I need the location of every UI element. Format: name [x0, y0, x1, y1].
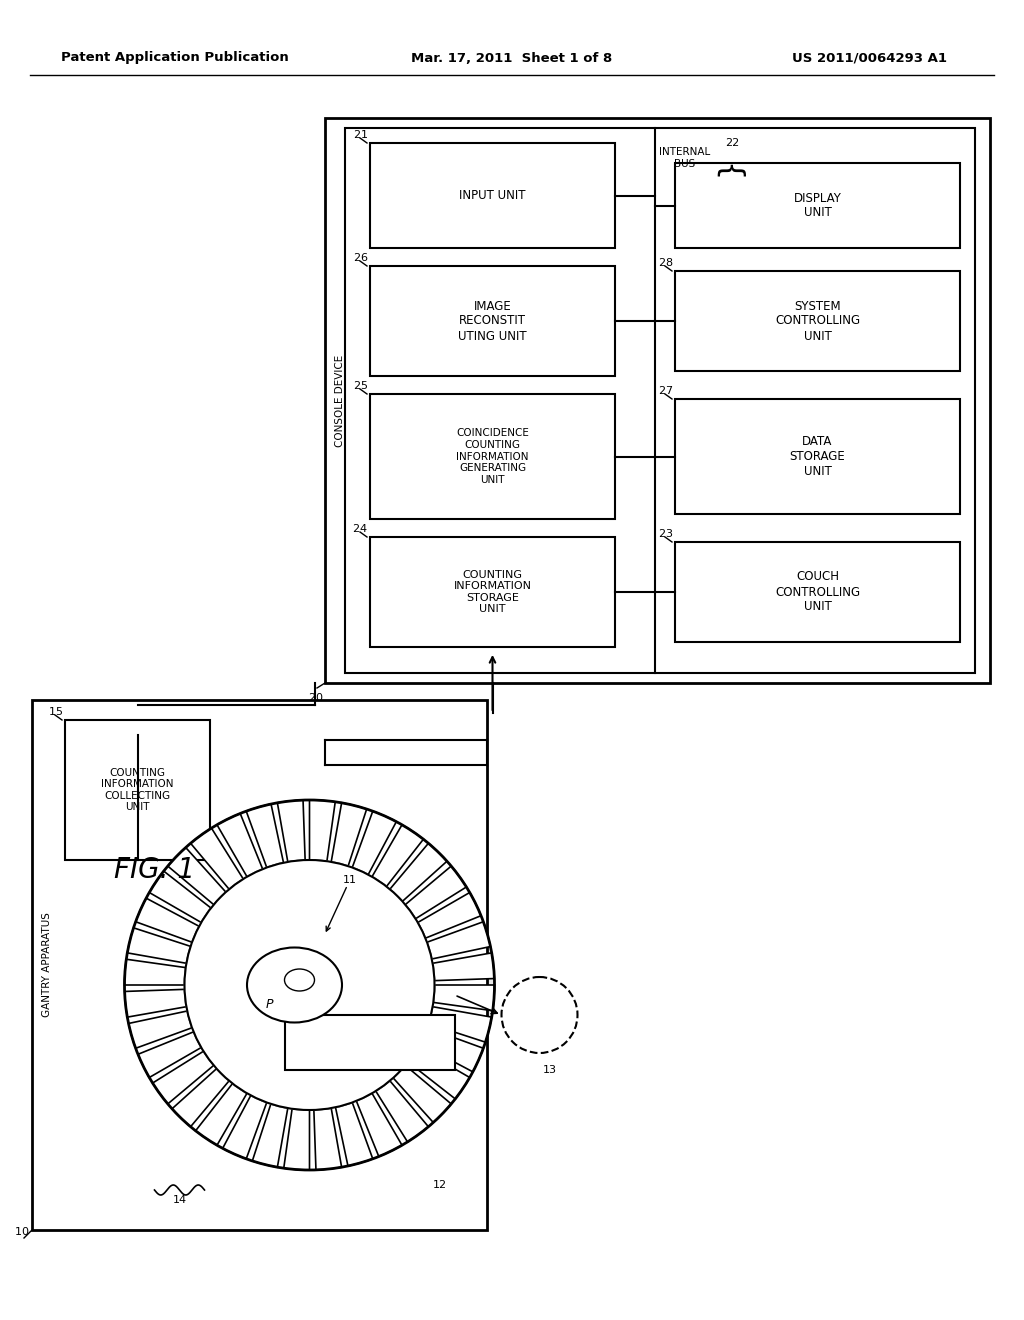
Text: 11: 11 [342, 875, 356, 884]
Wedge shape [393, 1065, 452, 1122]
Wedge shape [427, 921, 490, 960]
Text: CONSOLE DEVICE: CONSOLE DEVICE [335, 354, 345, 446]
Wedge shape [127, 928, 190, 964]
Wedge shape [356, 1093, 402, 1156]
Text: INPUT UNIT: INPUT UNIT [459, 189, 525, 202]
Text: $\mathit{23}$: $\mathit{23}$ [657, 527, 673, 539]
Bar [65, 719, 210, 861]
Text: $\mathit{20}$: $\mathit{20}$ [307, 690, 323, 704]
Text: INTERNAL
BUS: INTERNAL BUS [659, 148, 711, 169]
Wedge shape [418, 892, 481, 939]
Text: DISPLAY
UNIT: DISPLAY UNIT [794, 191, 842, 219]
Wedge shape [372, 825, 423, 887]
Wedge shape [138, 1032, 202, 1077]
Text: 12: 12 [432, 1180, 446, 1191]
Text: 14: 14 [172, 1195, 186, 1205]
Wedge shape [432, 953, 495, 981]
Text: $\mathit{15}$: $\mathit{15}$ [48, 705, 63, 717]
Text: IMAGE
RECONSTIT
UTING UNIT: IMAGE RECONSTIT UTING UNIT [458, 300, 526, 342]
Wedge shape [433, 985, 495, 1011]
Wedge shape [190, 828, 244, 890]
Wedge shape [376, 1081, 428, 1142]
Wedge shape [420, 1028, 483, 1072]
Wedge shape [284, 1109, 309, 1170]
Text: DATA
STORAGE
UNIT: DATA STORAGE UNIT [790, 436, 846, 478]
Wedge shape [222, 1096, 266, 1159]
Bar [675, 399, 961, 513]
Text: COUNTING
INFORMATION
STORAGE
UNIT: COUNTING INFORMATION STORAGE UNIT [454, 570, 531, 614]
Wedge shape [331, 803, 367, 866]
Text: $\mathit{28}$: $\mathit{28}$ [657, 256, 673, 268]
Text: Mar. 17, 2011  Sheet 1 of 8: Mar. 17, 2011 Sheet 1 of 8 [412, 51, 612, 65]
Bar [675, 271, 961, 371]
Circle shape [184, 861, 434, 1110]
Wedge shape [125, 990, 186, 1018]
Text: {: { [713, 164, 742, 182]
Bar [285, 1015, 455, 1071]
Text: COINCIDENCE
COUNTING
INFORMATION
GENERATING
UNIT: COINCIDENCE COUNTING INFORMATION GENERAT… [456, 428, 529, 484]
Text: $\mathit{25}$: $\mathit{25}$ [353, 379, 368, 391]
Wedge shape [336, 1102, 373, 1166]
Text: GANTRY APPARATUS: GANTRY APPARATUS [42, 912, 52, 1018]
Text: $\mathit{10}$: $\mathit{10}$ [13, 1225, 29, 1237]
Text: SYSTEM
CONTROLLING
UNIT: SYSTEM CONTROLLING UNIT [775, 300, 860, 342]
Wedge shape [150, 871, 211, 923]
Wedge shape [153, 1051, 214, 1104]
Wedge shape [129, 1011, 193, 1048]
Wedge shape [217, 813, 263, 876]
Text: P: P [266, 998, 273, 1011]
Wedge shape [390, 843, 447, 902]
Text: $\mathit{26}$: $\mathit{26}$ [352, 251, 368, 263]
Bar [32, 700, 487, 1230]
Wedge shape [278, 800, 305, 862]
Text: 22: 22 [725, 139, 739, 148]
Bar [325, 117, 990, 682]
Circle shape [125, 800, 495, 1170]
Text: COUCH
CONTROLLING
UNIT: COUCH CONTROLLING UNIT [775, 570, 860, 614]
Wedge shape [125, 960, 185, 985]
Text: $\mathit{21}$: $\mathit{21}$ [353, 128, 368, 140]
Text: FIG. 1: FIG. 1 [115, 855, 196, 884]
Bar [370, 267, 615, 376]
Wedge shape [352, 812, 396, 875]
Wedge shape [196, 1084, 247, 1146]
Ellipse shape [285, 969, 314, 991]
Wedge shape [428, 1007, 492, 1043]
Bar [370, 537, 615, 647]
Wedge shape [408, 1048, 470, 1098]
Circle shape [502, 977, 578, 1053]
Wedge shape [314, 1107, 342, 1170]
Wedge shape [135, 898, 199, 942]
Wedge shape [309, 800, 335, 861]
Bar [675, 162, 961, 248]
Wedge shape [172, 1069, 229, 1127]
Bar [370, 143, 615, 248]
Text: Patent Application Publication: Patent Application Publication [61, 51, 289, 65]
Wedge shape [406, 866, 466, 919]
Ellipse shape [247, 948, 342, 1023]
Wedge shape [168, 847, 226, 904]
Text: US 2011/0064293 A1: US 2011/0064293 A1 [793, 51, 947, 65]
Text: $\mathit{24}$: $\mathit{24}$ [352, 521, 368, 535]
Wedge shape [246, 804, 284, 867]
Wedge shape [252, 1104, 288, 1167]
Text: COUNTING
INFORMATION
COLLECTING
UNIT: COUNTING INFORMATION COLLECTING UNIT [101, 768, 174, 812]
Text: 13: 13 [543, 1065, 556, 1074]
Bar [345, 128, 975, 673]
Bar [675, 543, 961, 642]
Text: $\mathit{27}$: $\mathit{27}$ [657, 384, 673, 396]
Bar [370, 393, 615, 519]
